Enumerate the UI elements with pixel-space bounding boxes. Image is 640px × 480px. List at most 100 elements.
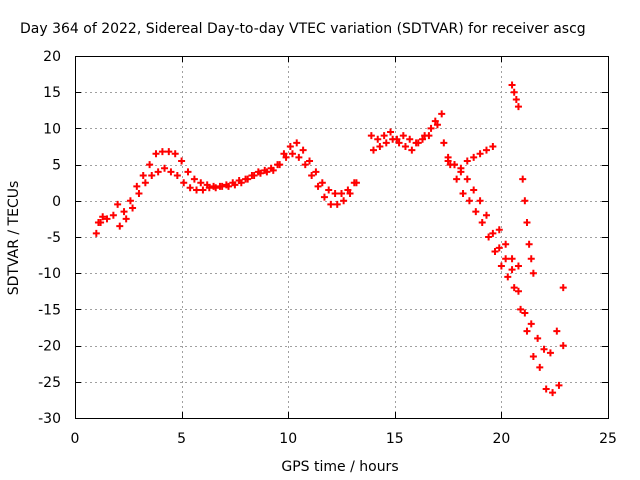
data-point [476,150,484,158]
data-point [109,211,117,219]
data-point [470,186,478,194]
x-tick-label: 0 [71,431,80,447]
y-tick-label: -10 [38,266,61,282]
data-point [438,110,446,118]
y-tick-label: 5 [52,158,61,174]
data-point [406,135,414,143]
data-point [527,255,535,263]
grid-lines [75,56,608,418]
data-point [482,146,490,154]
data-point [167,168,175,176]
data-point [267,164,275,172]
data-point [171,150,179,158]
data-point [489,229,497,237]
data-point [463,175,471,183]
data-point [248,171,256,179]
data-point [141,179,149,187]
data-point [536,363,544,371]
data-point [521,309,529,317]
data-point [523,327,531,335]
data-point [427,124,435,132]
data-point [553,327,561,335]
series-trace-d [367,110,567,357]
y-axis-title: SDTVAR / TECUs [6,181,22,296]
data-point [491,247,499,255]
data-point [559,284,567,292]
data-point [549,389,557,397]
data-point [203,181,211,189]
data-point [374,135,382,143]
data-point [523,219,531,227]
data-point [301,161,309,169]
data-point [135,190,143,198]
data-point [338,190,345,198]
data-point [327,200,335,208]
data-point [472,208,480,216]
x-tick-label: 5 [177,431,186,447]
data-point [312,168,320,176]
y-tick-labels: -30 -25 -20 -15 -10 -5 0 5 10 15 20 [38,49,61,427]
data-point [495,226,503,234]
data-point [199,186,207,194]
data-point [293,139,301,147]
data-point [210,182,218,190]
data-point [393,135,401,143]
series-trace-c [369,121,567,397]
data-point [344,186,352,194]
data-point [340,197,348,205]
data-point [295,153,303,161]
data-point [114,200,122,208]
data-point [559,342,567,350]
data-point [401,143,409,150]
data-point [116,222,124,230]
data-point [146,161,154,169]
data-point [514,287,522,295]
data-point [465,197,473,205]
data-point [178,157,186,165]
data-point [286,143,294,150]
data-points [92,81,567,397]
data-point [165,148,173,156]
x-axis-title: GPS time / hours [281,459,398,475]
data-point [504,273,512,281]
data-point [350,179,358,187]
data-point [369,146,377,154]
plot-frame [75,56,609,419]
series-trace-a [92,150,360,237]
data-point [161,164,169,172]
data-point [433,121,441,129]
data-point [229,179,237,187]
series-trace-b [94,139,358,227]
x-tick-label: 25 [599,431,617,447]
data-point [457,164,465,172]
data-point [489,143,497,150]
data-point [540,345,548,353]
data-point [408,146,416,154]
data-point [399,132,407,140]
data-point [440,139,448,147]
data-point [308,171,316,179]
data-point [463,157,471,165]
data-point [508,266,516,274]
series-trace-e [444,81,537,277]
data-point [222,181,230,189]
data-point [158,148,166,156]
data-point [152,150,160,158]
data-point [261,166,269,174]
data-point [517,305,525,313]
data-point [453,175,461,183]
data-point [197,179,205,187]
data-point [387,128,395,136]
data-point [514,262,522,270]
data-point [476,197,484,205]
x-tick-label: 10 [279,431,297,447]
data-point [120,208,128,216]
data-point [346,190,354,198]
data-point [299,146,307,154]
data-point [274,161,282,169]
x-tick-labels: 0 5 10 15 20 25 [71,431,617,447]
data-point [288,150,296,158]
data-point [148,171,156,179]
data-point [514,103,522,111]
